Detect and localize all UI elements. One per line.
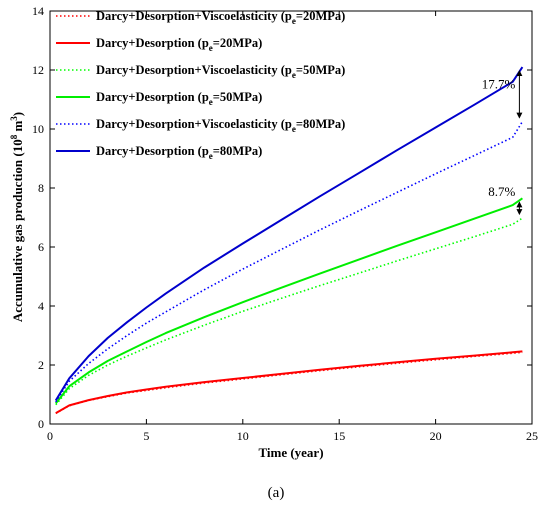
legend-entry-subscript: e (292, 124, 296, 134)
y-tick-label: 14 (32, 4, 44, 18)
legend-entry-base: Darcy+Desorption+Viscoelasticity (p (96, 117, 292, 131)
y-tick-label: 12 (32, 63, 44, 77)
series-line-6 (54, 66, 524, 401)
legend-entry-end: =50MPa) (296, 63, 345, 77)
legend-entry-subscript: e (209, 43, 213, 53)
y-tick-label: 4 (38, 299, 44, 313)
y-tick-label: 10 (32, 122, 44, 136)
legend-entry-base: Darcy+Desorption+Viscoelasticity (p (96, 9, 292, 23)
plot-frame (49, 10, 533, 425)
x-tick-label: 25 (526, 429, 538, 443)
legend-entry-base: Darcy+Desorption (p (96, 90, 209, 104)
x-tick-label: 20 (430, 429, 442, 443)
legend-entry-subscript: e (209, 151, 213, 161)
series-layer (54, 66, 524, 415)
y-axis-label-exp2: 3 (9, 116, 19, 121)
legend-entry-6: Darcy+Desorption (pe=80MPa) (96, 144, 262, 161)
annotation-layer: 17.7% 8.7% (482, 70, 523, 216)
legend-entry-end: =50MPa) (213, 90, 262, 104)
legend-entry-base: Darcy+Desorption (p (96, 36, 209, 50)
x-axis-label: Time (year) (258, 445, 323, 460)
x-tick-label: 10 (237, 429, 249, 443)
x-tick-label: 0 (47, 429, 53, 443)
legend-entry-end: =20MPa) (213, 36, 262, 50)
legend-entry-end: =80MPa) (296, 117, 345, 131)
y-axis-label: Accumulative gas production (108 m3) (9, 112, 25, 322)
legend-entry-3: Darcy+Desorption+Viscoelasticity (pe=50M… (96, 63, 345, 80)
series-line-2 (55, 350, 523, 414)
legend-entry-end: =20MPa) (296, 9, 345, 23)
legend: Darcy+Desorption+Viscoelasticity (pe=20M… (56, 9, 345, 161)
series-line-4 (55, 197, 523, 405)
y-axis: 0 2 4 6 8 10 12 14 (32, 4, 532, 431)
annotation-label-1: 17.7% (482, 76, 516, 91)
legend-entry-subscript: e (209, 97, 213, 107)
y-axis-label-mid: m (10, 121, 25, 135)
legend-entry-base: Darcy+Desorption (p (96, 144, 209, 158)
y-tick-label: 0 (38, 417, 44, 431)
plot-area (50, 11, 532, 424)
legend-entry-4: Darcy+Desorption (pe=50MPa) (96, 90, 262, 107)
legend-entry-5: Darcy+Desorption+Viscoelasticity (pe=80M… (96, 117, 345, 134)
y-tick-label: 6 (38, 240, 44, 254)
legend-entry-subscript: e (292, 16, 296, 26)
series-line-5 (55, 121, 524, 403)
y-tick-label: 2 (38, 358, 44, 372)
legend-entry-base: Darcy+Desorption+Viscoelasticity (p (96, 63, 292, 77)
annotation-label-2: 8.7% (488, 184, 515, 199)
figure-caption: (a) (268, 485, 285, 501)
legend-entry-end: =80MPa) (213, 144, 262, 158)
y-axis-label-exp1: 8 (9, 134, 19, 139)
y-axis-label-end: ) (10, 112, 25, 116)
y-axis-label-base: Accumulative gas production (10 (10, 139, 25, 322)
legend-entry-subscript: e (292, 70, 296, 80)
legend-entry-1: Darcy+Desorption+Viscoelasticity (pe=20M… (96, 9, 345, 26)
legend-entry-2: Darcy+Desorption (pe=20MPa) (96, 36, 262, 53)
x-tick-label: 15 (333, 429, 345, 443)
x-axis: 0 5 10 15 20 25 (47, 11, 538, 443)
x-tick-label: 5 (143, 429, 149, 443)
y-tick-label: 8 (38, 181, 44, 195)
